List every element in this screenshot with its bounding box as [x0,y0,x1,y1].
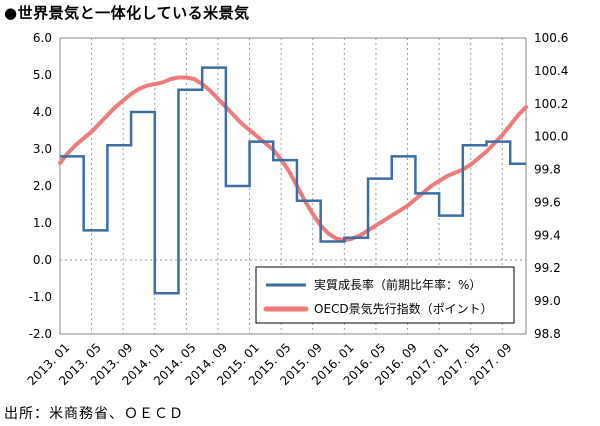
legend-label-gdp: 実質成長率（前期比年率：%） [314,277,481,292]
chart-title: ●世界景気と一体化している米景気 [4,4,250,22]
y-right-tick-label: 99.8 [534,163,561,177]
y-left-tick-label: 3.0 [33,142,52,156]
source-note: 出所：米商務省、ＯＥＣＤ [4,406,184,422]
y-left-tick-label: -1.0 [29,290,52,304]
y-right-tick-label: 100.2 [534,97,568,111]
y-right-tick-label: 99.0 [534,294,561,308]
series-line-oecd [58,75,528,243]
y-left-tick-label: 6.0 [33,31,52,45]
y-right-tick-label: 99.2 [534,261,561,275]
chart-svg: -2.0 -1.0 0.0 1.0 2.0 3.0 4.0 5.0 6.0 98.8 99.0 99… [25,31,569,388]
series-layer [58,66,528,295]
y-right-tick-label: 100.4 [534,64,568,78]
plot-border [59,37,527,335]
y-right-tick-label: 99.6 [534,195,561,209]
series-line-gdp [60,66,526,295]
y-right-tick-label: 99.4 [534,228,561,242]
y-right-tick-label: 98.8 [534,327,561,341]
legend-box [255,266,515,324]
y-left-tick-label: 1.0 [33,216,52,230]
chart-area: -2.0 -1.0 0.0 1.0 2.0 3.0 4.0 5.0 6.0 98.8 99.0 99… [0,26,600,396]
y-right-tick-label: 100.0 [534,130,568,144]
y-left-tick-label: 4.0 [33,105,52,119]
legend: 実質成長率（前期比年率：%） OECD景気先行指数（ポイント） [255,266,515,324]
y-left-tick-label: 2.0 [33,179,52,193]
left-axis-ticks: -2.0 -1.0 0.0 1.0 2.0 3.0 4.0 5.0 6.0 [29,31,52,341]
y-right-tick-label: 100.6 [534,31,568,45]
y-left-tick-label: 5.0 [33,68,52,82]
y-left-tick-label: 0.0 [33,253,52,267]
right-axis-ticks: 98.8 99.0 99.2 99.4 99.6 99.8 100.0 100.2 100.4 1… [534,31,568,341]
y-left-tick-label: -2.0 [29,327,52,341]
legend-label-oecd: OECD景気先行指数（ポイント） [314,301,493,316]
